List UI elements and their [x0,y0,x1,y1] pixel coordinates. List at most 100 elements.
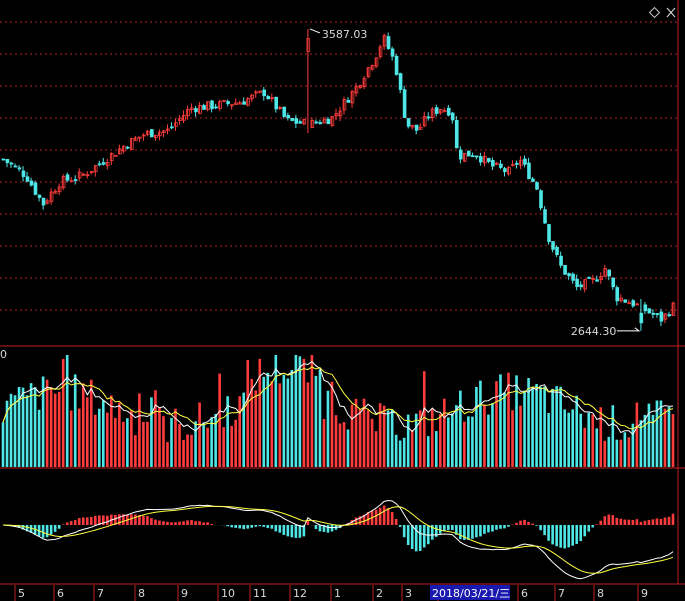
candle-up [162,130,166,133]
candle-down [667,314,672,317]
candle-down [414,124,419,131]
candle-down [125,146,130,149]
candle-up [254,91,258,94]
x-axis-tick-label: 11 [253,587,267,600]
candle-up [238,102,242,105]
candle-down [73,179,78,181]
chart-frame [0,0,685,585]
x-axis-tick-label: 2 [376,587,383,600]
candle-up [146,130,150,135]
max-price-annotation: 3587.03 [309,28,367,41]
candle-down [499,163,503,168]
candle-down [631,300,636,307]
candle-up [246,98,250,106]
candle-up [109,153,114,162]
candle-down [33,182,38,195]
candle-up [230,104,234,107]
candle-up [133,137,138,141]
candle-down [607,269,612,277]
candle-down [262,89,266,97]
candle-down [150,129,154,138]
candle-up [218,101,222,109]
x-axis-tick-label: 8 [597,587,604,600]
x-axis-tick-label: 12 [293,587,307,600]
candle-up [422,116,427,127]
candle-down [390,48,395,57]
candle-up [198,105,202,114]
candle-up [354,85,359,94]
candle-up [61,175,66,189]
candle-down [575,278,579,287]
candle-down [651,312,656,315]
candle-down [266,95,270,100]
x-axis-tick-label: 9 [641,587,648,600]
cursor-date-bg [430,585,510,600]
candle-up [583,279,587,290]
candle-down [643,304,648,312]
candle-down [170,126,174,129]
candle-up [635,303,640,306]
candle-down [65,174,70,181]
candle-down [17,167,22,170]
x-axis-tick-label: 7 [97,587,104,600]
x-axis-tick-label: 8 [138,587,145,600]
x-axis-tick-label: 10 [221,587,235,600]
candle-down [615,287,620,302]
candle-down [318,122,323,125]
candle-up [258,90,262,93]
candle-down [543,209,547,224]
candle-up [45,200,50,204]
candle-up [182,114,186,121]
candle-up [591,278,595,280]
candle-up [671,302,676,316]
volume-bars [1,355,675,467]
candle-down [394,55,399,75]
diamond-icon[interactable] [648,6,661,19]
candle-down [398,73,403,90]
min-price-label: 2644.30 [571,325,617,338]
candle-up [53,190,58,194]
x-axis-tick-label: 9 [181,587,188,600]
candle-down [555,246,559,256]
candle-down [454,119,459,149]
candle-up [302,119,307,125]
candle-down [286,114,291,119]
candle-down [41,197,46,206]
candle-up [378,46,383,57]
candle-up [306,38,311,52]
candle-down [547,224,551,243]
candle-up [374,57,379,67]
candle-down [101,162,106,165]
candle-down [21,170,26,177]
candle-down [527,162,531,180]
candle-up [85,174,90,177]
candle-down [515,162,519,165]
min-price-annotation: 2644.30 [571,325,641,338]
candle-up [334,113,339,117]
candle-up [442,109,447,112]
x-axis-tick-label: 6 [521,587,528,600]
candle-up [507,167,511,175]
candle-up [142,134,146,137]
candle-up [495,162,499,165]
candle-down [595,279,599,282]
candle-up [362,78,367,87]
candle-up [519,159,523,166]
candle-down [226,101,230,105]
close-icon[interactable] [666,7,676,18]
candle-down [559,255,563,266]
candle-down [563,264,567,275]
min-price-arrow [616,327,641,332]
candle-down [458,149,463,160]
candle-down [579,284,583,288]
candle-up [234,102,238,105]
candle-up [627,302,632,305]
candle-down [298,121,303,124]
price-gridlines [0,21,678,311]
candle-down [426,116,431,119]
candle-down [479,156,483,163]
candle-up [138,136,142,139]
candle-down [655,313,660,315]
candle-down [274,96,279,110]
candle-up [250,94,254,100]
